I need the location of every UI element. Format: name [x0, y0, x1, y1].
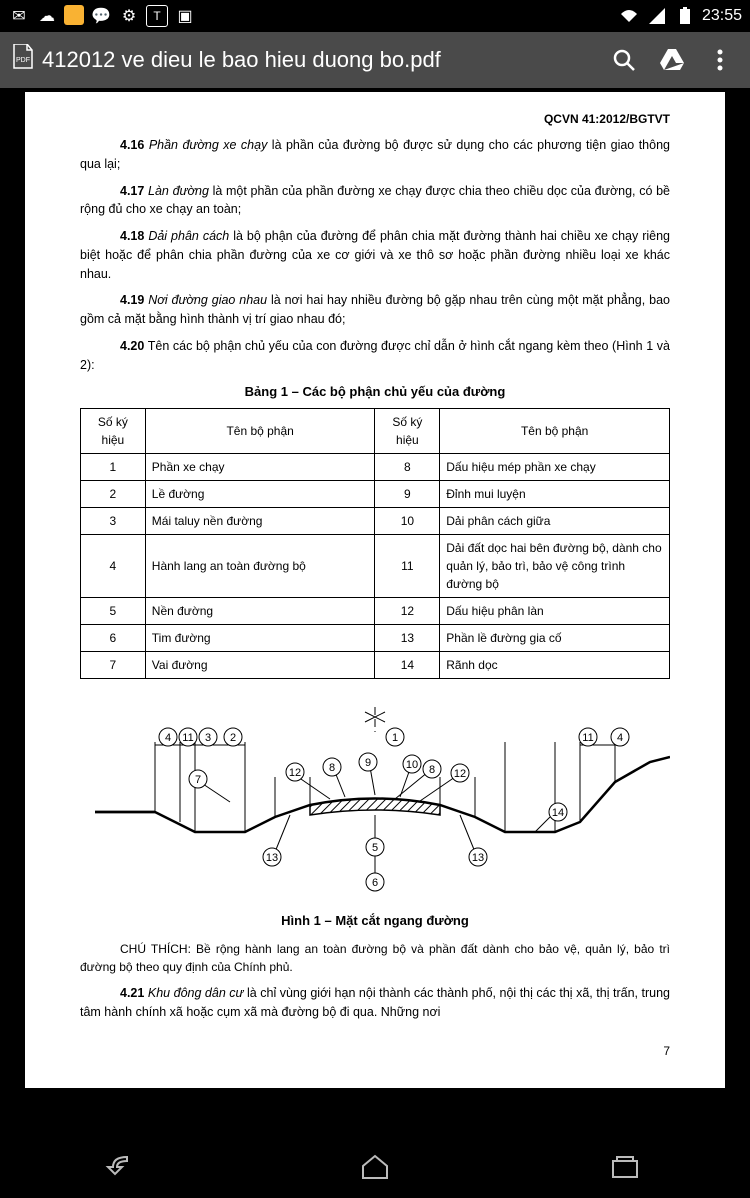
content-area[interactable]: QCVN 41:2012/BGTVT 4.16 Phần đường xe ch… [0, 88, 750, 1130]
svg-text:2: 2 [230, 732, 236, 744]
note: CHÚ THÍCH: Bề rộng hành lang an toàn đườ… [80, 940, 670, 976]
status-icons-right: 23:55 [618, 5, 742, 27]
status-icons-left: ✉ ☁ 💬 ⚙ T ▣ [8, 5, 618, 27]
table-row: 7Vai đường14Rãnh dọc [81, 651, 670, 678]
svg-text:13: 13 [472, 852, 484, 864]
svg-text:8: 8 [329, 762, 335, 774]
svg-text:4: 4 [165, 732, 171, 744]
cloud-icon: ☁ [36, 5, 58, 27]
overflow-menu[interactable] [702, 42, 738, 78]
table-row: 2Lề đường9Đỉnh mui luyện [81, 480, 670, 507]
para-417: 4.17 Làn đường là một phần của phần đườn… [80, 182, 670, 220]
table-header-row: Số ký hiệu Tên bộ phận Số ký hiệu Tên bộ… [81, 408, 670, 453]
svg-text:4: 4 [617, 732, 623, 744]
table-row: 1Phần xe chạy8Dấu hiệu mép phần xe chạy [81, 453, 670, 480]
battery-icon [674, 5, 696, 27]
svg-text:14: 14 [552, 807, 564, 819]
svg-text:12: 12 [454, 768, 466, 780]
road-parts-table: Số ký hiệu Tên bộ phận Số ký hiệu Tên bộ… [80, 408, 670, 679]
page-number: 7 [80, 1042, 670, 1060]
road-cross-section-figure: 4 11 3 2 1 11 4 7 12 8 9 10 8 12 14 5 6 [80, 697, 670, 903]
home-button[interactable] [335, 1147, 415, 1187]
svg-text:8: 8 [429, 764, 435, 776]
para-418: 4.18 Dải phân cách là bộ phận của đường … [80, 227, 670, 283]
status-bar: ✉ ☁ 💬 ⚙ T ▣ 23:55 [0, 0, 750, 32]
text-icon: T [146, 5, 168, 27]
svg-text:9: 9 [365, 757, 371, 769]
app-title-text: 412012 ve dieu le bao hieu duong bo.pdf [42, 47, 441, 73]
svg-text:10: 10 [406, 759, 418, 771]
table-row: 5Nền đường12Dấu hiệu phân làn [81, 597, 670, 624]
para-420: 4.20 Tên các bộ phận chủ yếu của con đườ… [80, 337, 670, 375]
svg-text:3: 3 [205, 732, 211, 744]
figure-caption: Hình 1 – Mặt cắt ngang đường [80, 911, 670, 931]
svg-text:6: 6 [372, 877, 378, 889]
svg-text:11: 11 [182, 732, 193, 744]
app-icon [64, 5, 84, 25]
back-button[interactable] [85, 1147, 165, 1187]
app-bar: PDF 412012 ve dieu le bao hieu duong bo.… [0, 32, 750, 88]
recents-button[interactable] [585, 1147, 665, 1187]
status-time: 23:55 [702, 7, 742, 25]
doc-header: QCVN 41:2012/BGTVT [80, 110, 670, 128]
table-row: 6Tim đường13Phần lề đường gia cố [81, 624, 670, 651]
app-title: PDF 412012 ve dieu le bao hieu duong bo.… [12, 44, 594, 76]
para-416: 4.16 Phần đường xe chạy là phần của đườn… [80, 136, 670, 174]
msg-icon: 💬 [90, 5, 112, 27]
svg-text:5: 5 [372, 842, 378, 854]
svg-text:12: 12 [289, 767, 301, 779]
svg-text:11: 11 [582, 732, 593, 744]
table-caption: Bảng 1 – Các bộ phận chủ yếu của đường [80, 382, 670, 402]
svg-text:PDF: PDF [16, 57, 30, 64]
svg-text:7: 7 [195, 774, 201, 786]
drive-button[interactable] [654, 42, 690, 78]
wifi-icon [618, 5, 640, 27]
photo-icon: ▣ [174, 5, 196, 27]
para-419: 4.19 Nơi đường giao nhau là nơi hai hay … [80, 291, 670, 329]
svg-text:13: 13 [266, 852, 278, 864]
search-button[interactable] [606, 42, 642, 78]
settings-icon: ⚙ [118, 5, 140, 27]
mail-icon: ✉ [8, 5, 30, 27]
nav-bar [0, 1136, 750, 1198]
pdf-page: QCVN 41:2012/BGTVT 4.16 Phần đường xe ch… [25, 92, 725, 1088]
para-421: 4.21 Khu đông dân cư là chỉ vùng giới hạ… [80, 984, 670, 1022]
svg-text:1: 1 [392, 732, 398, 744]
signal-icon [646, 5, 668, 27]
table-row: 3Mái taluy nền đường10Dải phân cách giữa [81, 507, 670, 534]
table-row: 4Hành lang an toàn đường bộ11Dải đất dọc… [81, 534, 670, 597]
pdf-icon: PDF [12, 44, 34, 76]
